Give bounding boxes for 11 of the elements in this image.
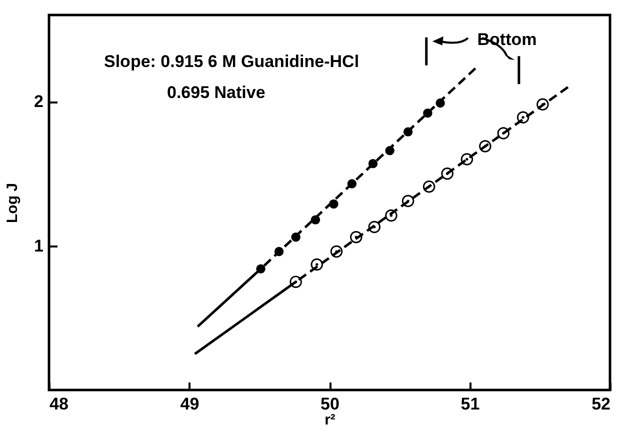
y-tick-label: 1 xyxy=(34,236,44,256)
x-axis-title: r² xyxy=(324,412,336,428)
y-axis-title: Log J xyxy=(4,183,22,223)
annotation: Slope: 0.915 6 M Guanidine-HCl xyxy=(104,52,360,71)
x-tick-label: 49 xyxy=(180,394,200,414)
x-tick-label: 48 xyxy=(50,394,68,414)
x-tick-label: 52 xyxy=(592,394,610,414)
x-tick-label: 51 xyxy=(460,394,480,414)
x-tick-label: 50 xyxy=(320,394,340,414)
annotation: 0.695 Native xyxy=(167,83,266,102)
y-tick-label: 2 xyxy=(34,92,44,112)
